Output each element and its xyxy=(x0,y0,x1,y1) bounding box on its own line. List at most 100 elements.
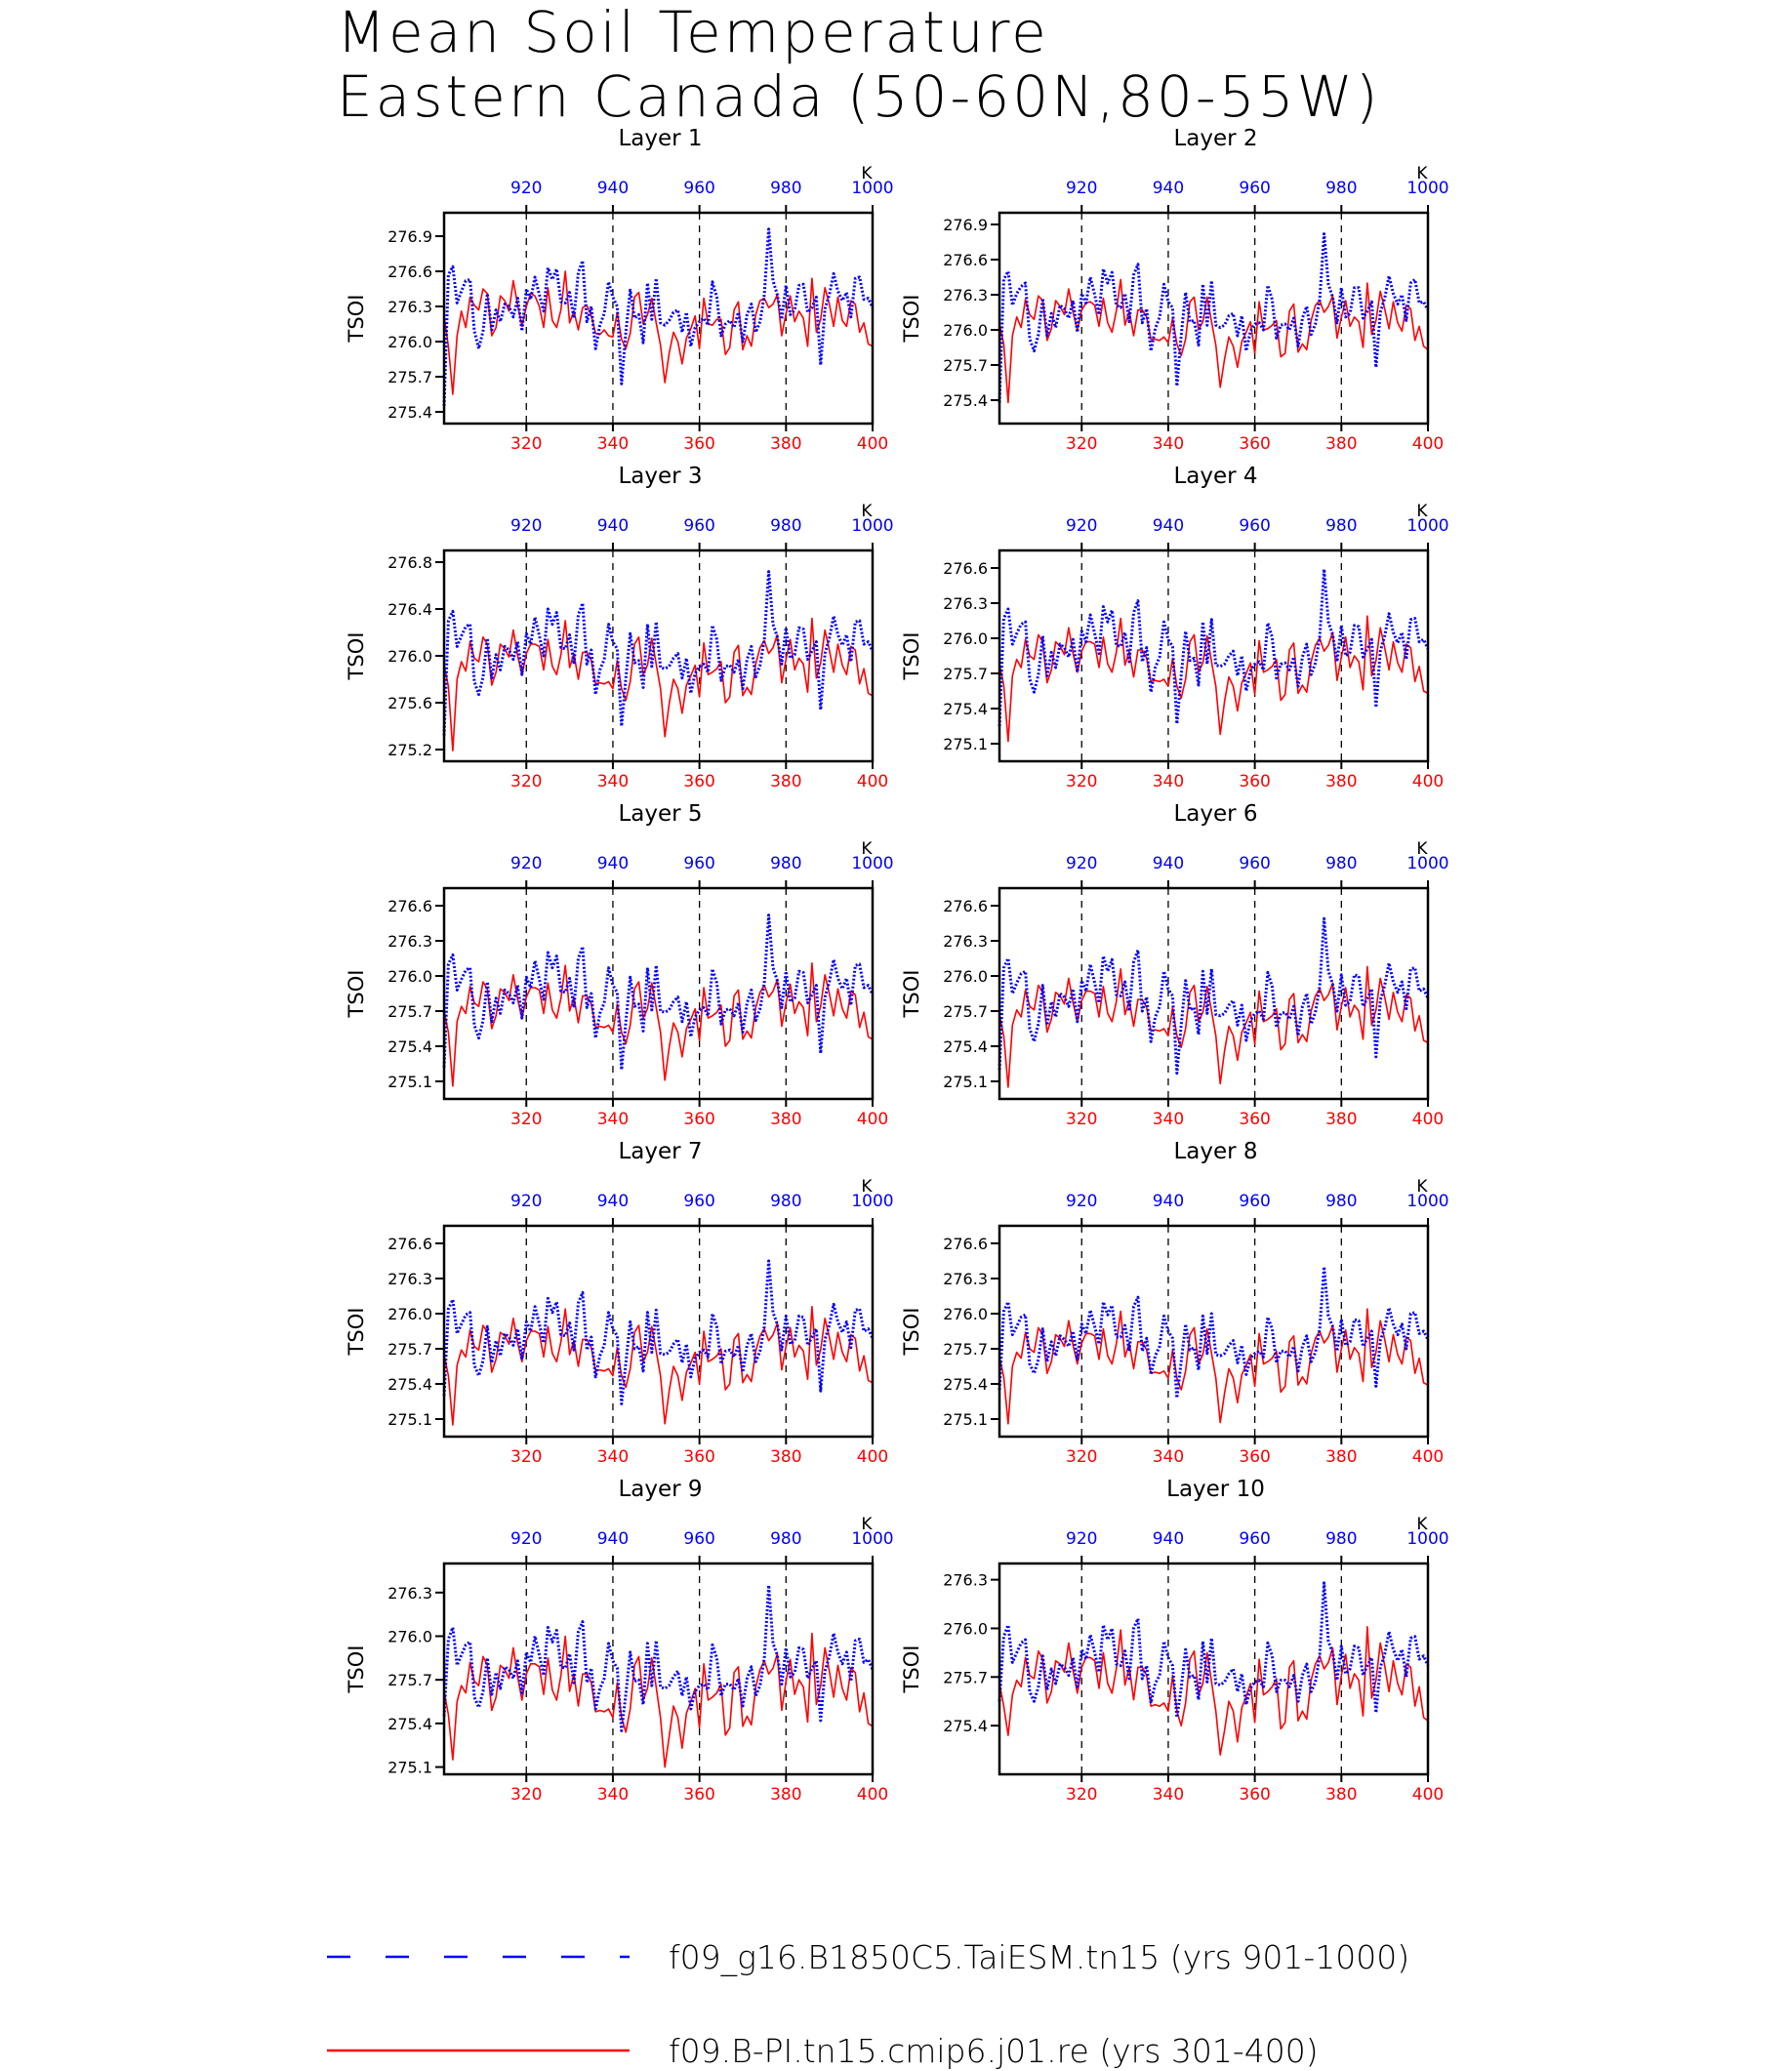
plot-frame xyxy=(998,211,1430,426)
y-tick-label: 276.0 xyxy=(387,967,432,986)
y-tick-label: 275.4 xyxy=(387,1037,432,1056)
bottom-tick-label: 400 xyxy=(857,772,888,792)
y-tick-label: 276.6 xyxy=(387,897,432,915)
y-axis-label: TSOI xyxy=(345,632,368,681)
top-tick-label: 960 xyxy=(683,179,714,198)
y-tick-label: 275.4 xyxy=(943,700,988,718)
top-tick-label: 1000 xyxy=(851,179,893,198)
top-tick-label: 960 xyxy=(1239,179,1270,198)
y-tick-label: 276.0 xyxy=(387,333,432,351)
y-tick-label: 276.0 xyxy=(943,321,988,340)
bottom-tick-label: 400 xyxy=(857,434,888,454)
y-tick-label: 276.3 xyxy=(387,1270,432,1288)
top-tick-label: 1000 xyxy=(1406,854,1448,873)
bottom-tick-label: 400 xyxy=(1412,1447,1444,1467)
y-tick-label: 275.7 xyxy=(943,1340,988,1359)
series-red-line xyxy=(998,1626,1429,1756)
top-tick-label: 920 xyxy=(510,1192,542,1211)
panel-title: Layer 2 xyxy=(1173,126,1257,151)
y-tick-label: 276.6 xyxy=(943,897,988,915)
y-tick-label: 276.8 xyxy=(387,553,432,572)
y-tick-label: 276.9 xyxy=(943,216,988,234)
y-tick-label: 275.1 xyxy=(943,1073,988,1091)
bottom-tick-label: 380 xyxy=(1325,434,1357,454)
panel-9: Layer 9 K 320 340 360 380 400 920 940 960 980 1000 2… xyxy=(345,1477,894,1805)
top-unit-label: K xyxy=(1416,1515,1428,1534)
bottom-tick-label: 380 xyxy=(770,434,801,454)
y-tick-label: 276.0 xyxy=(943,1305,988,1323)
panel-4: Layer 4 K 320 340 360 380 400 920 940 960 980 1000 2… xyxy=(900,464,1449,792)
y-tick-label: 275.7 xyxy=(943,1668,988,1686)
bottom-tick-label: 360 xyxy=(683,1110,714,1129)
y-tick-label: 276.3 xyxy=(943,1270,988,1288)
y-tick-label: 275.7 xyxy=(387,1002,432,1021)
y-tick-label: 276.3 xyxy=(387,932,432,951)
bottom-tick-label: 320 xyxy=(510,772,542,792)
top-tick-label: 960 xyxy=(683,854,714,873)
top-unit-label: K xyxy=(861,839,873,859)
top-tick-label: 960 xyxy=(1239,1192,1270,1211)
y-tick-label: 275.4 xyxy=(943,1037,988,1056)
top-unit-label: K xyxy=(861,1515,873,1534)
bottom-tick-label: 400 xyxy=(857,1447,888,1467)
top-tick-label: 920 xyxy=(510,854,542,873)
series-red-line xyxy=(998,278,1429,404)
top-tick-label: 980 xyxy=(1325,516,1357,536)
top-tick-label: 1000 xyxy=(1406,1192,1448,1211)
top-tick-label: 920 xyxy=(510,179,542,198)
top-tick-label: 980 xyxy=(770,516,801,536)
y-tick-label: 276.3 xyxy=(387,298,432,316)
bottom-tick-label: 340 xyxy=(597,1447,629,1467)
top-tick-label: 940 xyxy=(597,179,629,198)
y-tick-label: 275.1 xyxy=(943,735,988,753)
y-tick-label: 275.7 xyxy=(387,368,432,386)
bottom-tick-label: 400 xyxy=(1412,1110,1444,1129)
bottom-tick-label: 340 xyxy=(1153,1785,1184,1805)
panel-7: Layer 7 K 320 340 360 380 400 920 940 960 980 1000 2… xyxy=(345,1139,894,1467)
bottom-tick-label: 340 xyxy=(597,772,629,792)
bottom-tick-label: 360 xyxy=(683,1447,714,1467)
top-unit-label: K xyxy=(861,1177,873,1197)
panel-2: Layer 2 K 320 340 360 380 400 920 940 960 980 1000 2… xyxy=(900,126,1449,454)
bottom-tick-label: 400 xyxy=(1412,1785,1444,1805)
bottom-tick-label: 340 xyxy=(597,1785,629,1805)
plot-frame xyxy=(442,211,875,426)
top-tick-label: 980 xyxy=(1325,854,1357,873)
panel-title: Layer 6 xyxy=(1173,801,1257,827)
bottom-tick-label: 320 xyxy=(1066,772,1097,792)
y-axis-label: TSOI xyxy=(345,1308,368,1357)
top-tick-label: 940 xyxy=(1153,854,1184,873)
y-axis-label: TSOI xyxy=(900,1308,923,1357)
bottom-tick-label: 340 xyxy=(597,1110,629,1129)
top-tick-label: 920 xyxy=(1066,854,1097,873)
series-red-line xyxy=(443,1632,874,1768)
y-tick-label: 275.7 xyxy=(943,665,988,683)
panel-title: Layer 4 xyxy=(1173,464,1257,489)
y-tick-label: 276.6 xyxy=(387,263,432,281)
y-tick-label: 275.1 xyxy=(387,1410,432,1429)
top-tick-label: 940 xyxy=(1153,516,1184,536)
panel-8: Layer 8 K 320 340 360 380 400 920 940 960 980 1000 2… xyxy=(900,1139,1449,1467)
top-tick-label: 960 xyxy=(683,516,714,536)
bottom-tick-label: 380 xyxy=(770,1110,801,1129)
y-tick-label: 276.4 xyxy=(387,600,432,619)
series-blue-line xyxy=(998,567,1430,727)
y-tick-label: 275.4 xyxy=(943,391,988,410)
series-blue-line xyxy=(998,232,1430,403)
bottom-tick-label: 340 xyxy=(1153,434,1184,454)
top-tick-label: 980 xyxy=(1325,179,1357,198)
top-tick-label: 1000 xyxy=(851,854,893,873)
bottom-tick-label: 320 xyxy=(1066,434,1097,454)
top-unit-label: K xyxy=(1416,164,1428,183)
series-red-line xyxy=(998,1308,1429,1425)
plot-frame xyxy=(998,548,1430,763)
top-tick-label: 940 xyxy=(597,1529,629,1549)
bottom-tick-label: 380 xyxy=(770,1785,801,1805)
y-axis-label: TSOI xyxy=(345,295,368,344)
bottom-tick-label: 340 xyxy=(1153,1110,1184,1129)
top-tick-label: 980 xyxy=(770,179,801,198)
top-tick-label: 960 xyxy=(1239,1529,1270,1549)
y-tick-label: 276.0 xyxy=(943,967,988,986)
series-red-line xyxy=(998,965,1429,1088)
